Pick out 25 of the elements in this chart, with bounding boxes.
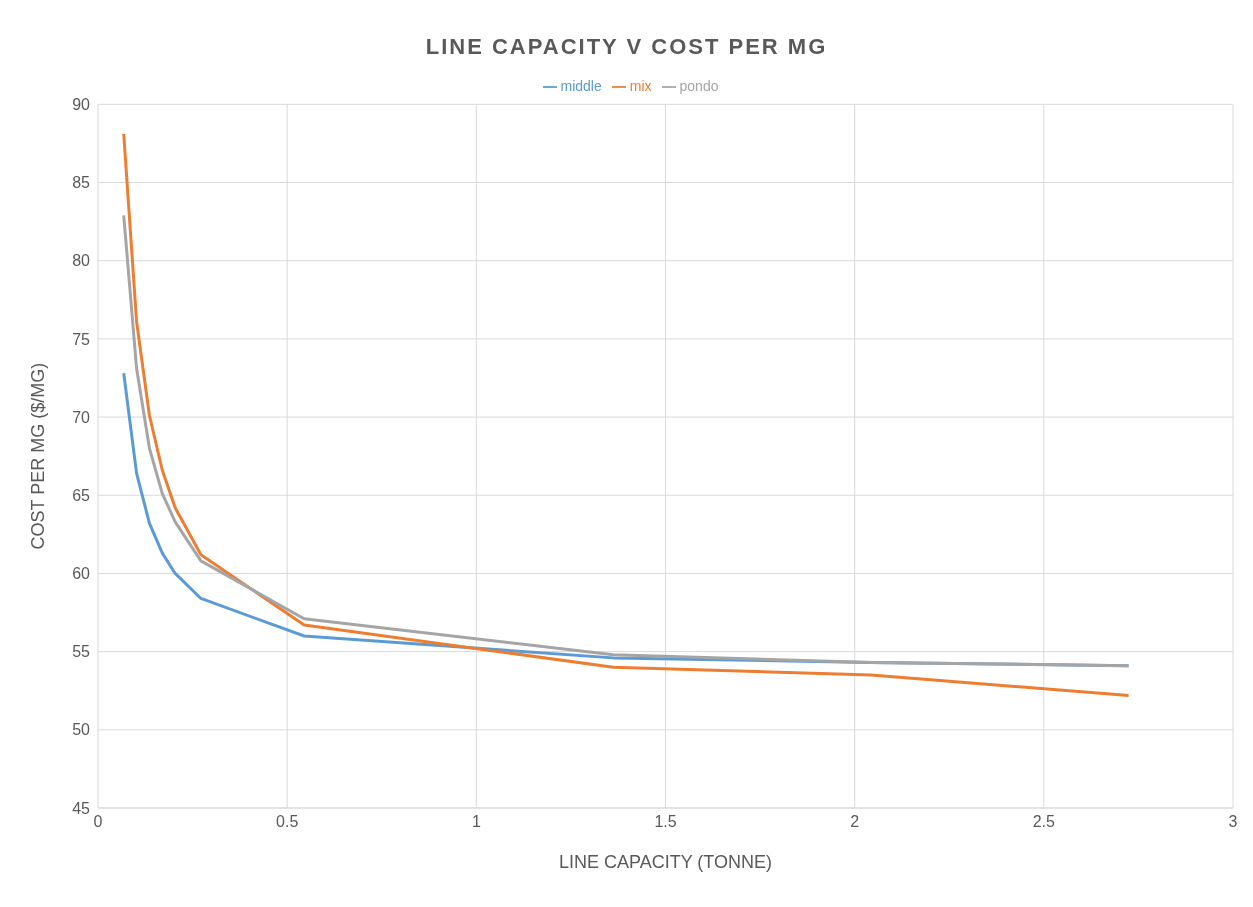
x-tick-label: 0 [93,813,103,831]
line-series [122,132,1131,697]
y-axis-title: COST PER MG ($/MG) [28,362,49,550]
y-tick-label: 65 [72,486,91,504]
x-axis-title: LINE CAPACITY (TONNE) [558,852,773,872]
chart-title: LINE CAPACITY V COST PER MG [424,34,829,60]
x-tick-label: 1 [471,813,481,831]
y-tick-label: 80 [72,252,91,270]
x-tick-label: 3 [1228,813,1238,831]
legend-label: pondo [679,78,719,94]
y-tick-label: 75 [72,330,91,348]
x-tick-label: 0.5 [276,813,299,831]
x-tick-label: 2.5 [1032,813,1056,831]
legend-label: middle [560,78,602,94]
y-tick-label: 70 [72,408,91,426]
y-tick-label: 55 [72,643,91,661]
y-tick-label: 50 [72,721,91,739]
y-tick-label: 85 [72,174,91,192]
y-tick-label: 45 [72,799,91,817]
y-tick-label: 60 [72,565,91,583]
x-tick-label: 1.5 [654,813,677,831]
line-series [122,213,1131,668]
x-tick-label: 2 [850,813,860,831]
legend-label: mix [629,78,652,94]
y-tick-label: 90 [72,95,91,113]
